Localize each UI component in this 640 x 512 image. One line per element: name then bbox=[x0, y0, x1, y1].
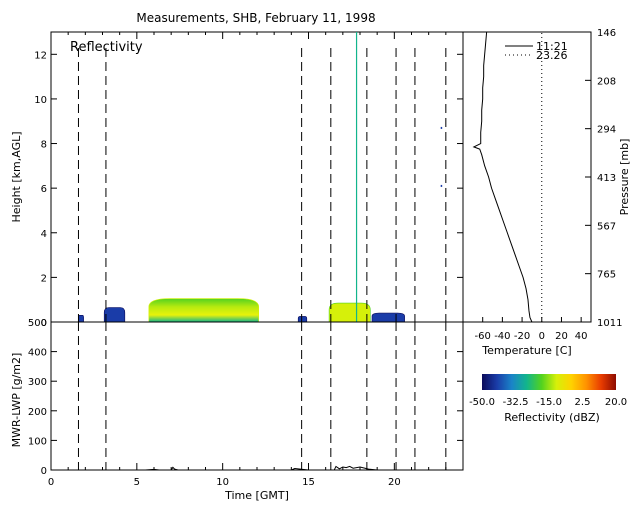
lwp-y-label: MWR-LWP [g/m2] bbox=[10, 353, 23, 448]
colorbar: -50.0 -32.5 -15.0 2.5 20.0 Reflectivity (dBZ… bbox=[469, 374, 627, 424]
reflectivity-dashed-markers bbox=[77, 48, 447, 322]
colorbar-tick-label: -50.0 bbox=[469, 397, 495, 408]
profile-x-ticks: -60 -40 -20 0 20 40 bbox=[475, 317, 588, 342]
time-x-ticks: 0 5 10 15 20 bbox=[48, 32, 464, 488]
x-tick-label: 15 bbox=[302, 477, 315, 488]
profile-panel: -60 -40 -20 0 20 40 146 208 294 413 567 765 1011 11… bbox=[462, 28, 631, 357]
profile-frame bbox=[462, 31, 592, 323]
y-tick-label: 400 bbox=[28, 348, 47, 359]
legend-entry-1: 23.26 bbox=[536, 49, 568, 62]
lwp-dashed-markers bbox=[77, 322, 447, 470]
reflectivity-y-label: Height [km,AGL] bbox=[10, 131, 23, 222]
y-tick-label: 0 bbox=[41, 318, 47, 329]
colorbar-tick-label: -32.5 bbox=[503, 397, 529, 408]
echo-region bbox=[78, 315, 84, 323]
colorbar-gradient bbox=[482, 374, 616, 390]
y-tick-label: 10 bbox=[34, 95, 47, 106]
profile-pressure-ticks: 146 208 294 413 567 765 1011 bbox=[585, 28, 622, 329]
x-tick-label: -40 bbox=[494, 331, 510, 342]
x-tick-label: 10 bbox=[216, 477, 229, 488]
colorbar-label: Reflectivity (dBZ) bbox=[504, 411, 600, 424]
profile-y-label: Pressure [mb] bbox=[618, 139, 631, 216]
y-tick-label: 500 bbox=[28, 318, 47, 329]
colorbar-tick-label: 2.5 bbox=[575, 397, 591, 408]
y-tick-label: 4 bbox=[41, 229, 47, 240]
colorbar-tick-label: -15.0 bbox=[536, 397, 562, 408]
reflectivity-panel: 0 2 4 6 8 10 12 Reflectivity Height [km,AGL] bbox=[10, 31, 464, 329]
pressure-tick-label: 208 bbox=[597, 76, 616, 87]
profile-lines bbox=[472, 31, 543, 323]
lwp-line bbox=[51, 465, 463, 471]
lwp-y-ticks: 0 100 200 300 400 500 bbox=[28, 318, 463, 477]
chart-title: Measurements, SHB, February 11, 1998 bbox=[136, 11, 375, 25]
y-tick-label: 2 bbox=[41, 273, 47, 284]
echo-speck bbox=[440, 184, 443, 187]
legend-entry-0: 11:21 bbox=[536, 40, 568, 53]
y-tick-label: 0 bbox=[41, 466, 47, 477]
echo-region bbox=[103, 307, 126, 323]
profile-legend: 11:21 23.26 bbox=[505, 40, 568, 62]
pressure-tick-label: 294 bbox=[597, 125, 616, 136]
x-tick-label: 5 bbox=[134, 477, 140, 488]
y-tick-label: 100 bbox=[28, 436, 47, 447]
y-tick-label: 300 bbox=[28, 377, 47, 388]
reflectivity-panel-label: Reflectivity bbox=[70, 40, 143, 55]
x-tick-label: 40 bbox=[575, 331, 588, 342]
lwp-series bbox=[51, 465, 463, 471]
pressure-tick-label: 1011 bbox=[597, 318, 622, 329]
x-tick-label: -60 bbox=[475, 331, 491, 342]
y-tick-label: 200 bbox=[28, 407, 47, 418]
echo-region bbox=[328, 302, 371, 323]
x-tick-label: 0 bbox=[48, 477, 54, 488]
profile-x-label: Temperature [C] bbox=[481, 344, 571, 357]
reflectivity-y-ticks: 0 2 4 6 8 10 12 bbox=[34, 50, 463, 329]
echo-speck bbox=[440, 126, 443, 129]
echo-region bbox=[371, 312, 405, 323]
pressure-tick-label: 146 bbox=[597, 28, 616, 39]
colorbar-ticks: -50.0 -32.5 -15.0 2.5 20.0 bbox=[469, 397, 627, 408]
x-tick-label: 20 bbox=[555, 331, 568, 342]
x-tick-label: 20 bbox=[388, 477, 401, 488]
pressure-tick-label: 567 bbox=[597, 221, 616, 232]
y-tick-label: 6 bbox=[41, 184, 47, 195]
x-tick-label: -20 bbox=[514, 331, 530, 342]
y-tick-label: 8 bbox=[41, 140, 47, 151]
echo-region bbox=[297, 316, 308, 323]
x-tick-label: 0 bbox=[539, 331, 545, 342]
y-tick-label: 12 bbox=[34, 50, 47, 61]
reflectivity-frame bbox=[50, 31, 464, 323]
reflectivity-echoes bbox=[78, 32, 443, 323]
colorbar-tick-label: 20.0 bbox=[605, 397, 627, 408]
pressure-tick-label: 765 bbox=[597, 270, 616, 281]
echo-region bbox=[148, 298, 260, 323]
time-x-label: Time [GMT] bbox=[224, 489, 289, 502]
pressure-tick-label: 413 bbox=[597, 173, 616, 184]
profile-line-0 bbox=[472, 31, 533, 323]
lwp-frame bbox=[50, 321, 464, 471]
